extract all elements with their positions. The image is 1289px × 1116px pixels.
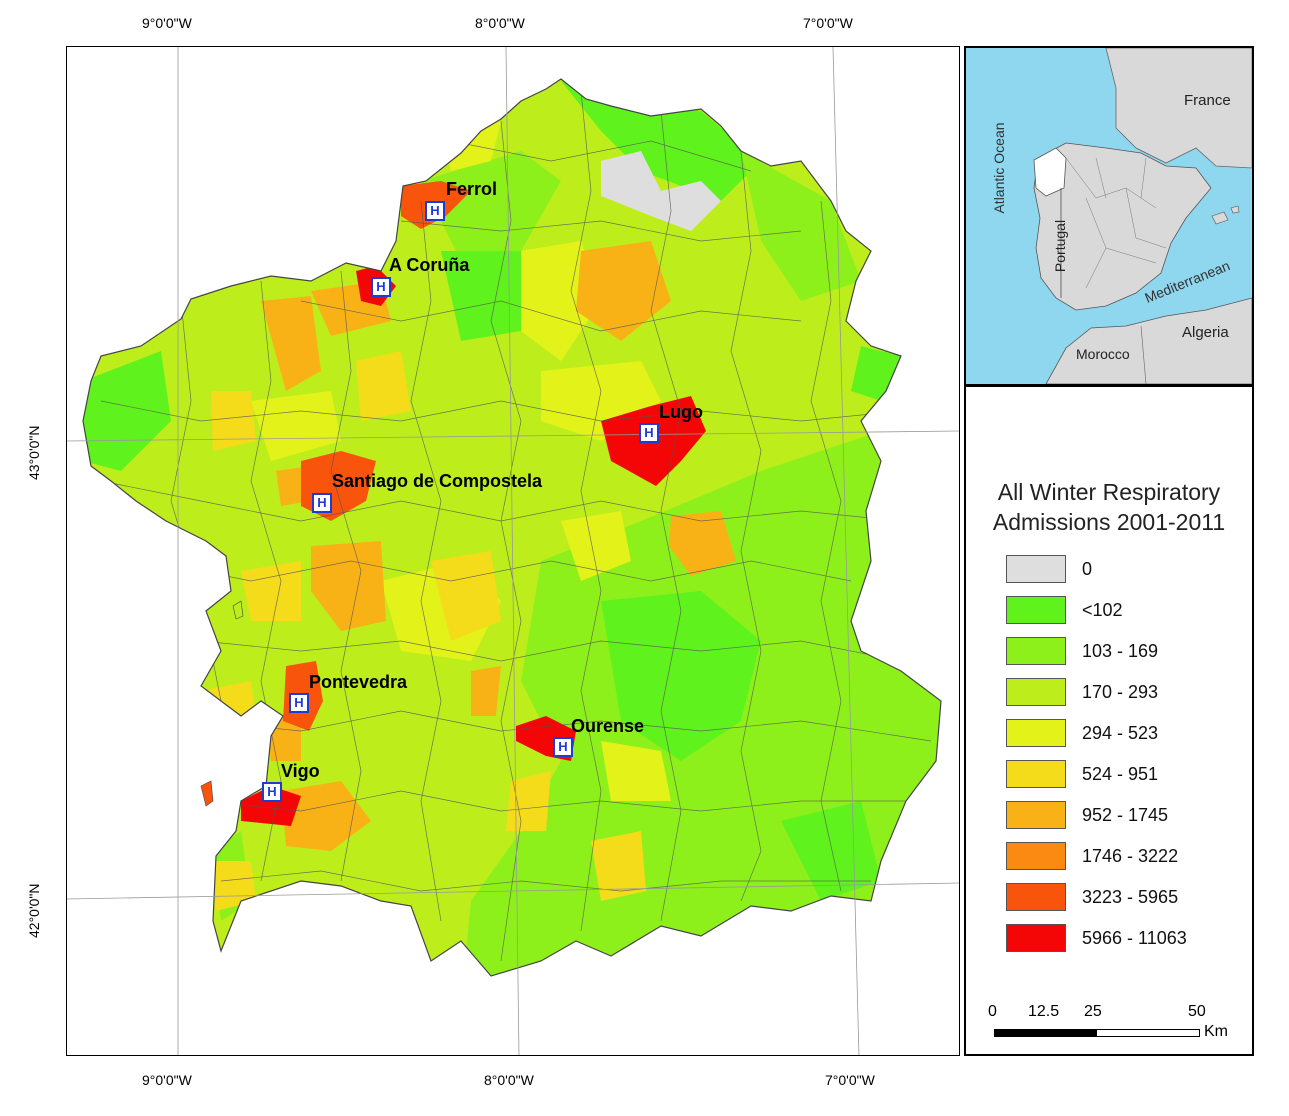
legend-panel: All Winter Respiratory Admissions 2001-2…: [964, 385, 1254, 1056]
coord-top-7w: 7°0'0"W: [803, 15, 853, 31]
island-arousa: [232, 600, 244, 620]
legend-row-2: 103 - 169: [1006, 636, 1158, 666]
legend-label: 3223 - 5965: [1082, 886, 1179, 907]
legend-swatch: [1006, 842, 1066, 870]
inset-map[interactable]: France Atlantic Ocean Portugal Mediterra…: [964, 46, 1254, 386]
coord-bottom-8w: 8°0'0"W: [484, 1072, 534, 1088]
legend-title-line1: All Winter Respiratory: [997, 479, 1221, 505]
coord-left-42n: 42°0'0"N: [26, 883, 42, 939]
iberia-inset-svg: [966, 48, 1252, 384]
legend-row-3: 170 - 293: [1006, 677, 1158, 707]
legend-swatch: [1006, 555, 1066, 583]
inset-label-portugal: Portugal: [1052, 219, 1068, 273]
scale-tick-12-5: 12.5: [1028, 1003, 1060, 1020]
legend-swatch: [1006, 924, 1066, 952]
city-label-coruna: A Coruña: [389, 255, 470, 275]
city-label-lugo: Lugo: [659, 402, 703, 422]
legend-row-4: 294 - 523: [1006, 718, 1158, 748]
legend-swatch: [1006, 596, 1066, 624]
coord-top-9w: 9°0'0"W: [142, 15, 192, 31]
galicia-coastline: [82, 78, 942, 977]
legend-swatch: [1006, 801, 1066, 829]
inset-label-france: France: [1184, 92, 1231, 109]
coord-top-8w: 8°0'0"W: [475, 15, 525, 31]
city-label-pontevedra: Pontevedra: [309, 672, 408, 692]
legend-swatch: [1006, 637, 1066, 665]
legend-row-8: 3223 - 5965: [1006, 882, 1178, 912]
hospital-icon-lugo[interactable]: H: [639, 423, 659, 443]
hospital-icon-pontevedra[interactable]: H: [289, 693, 309, 713]
coord-bottom-7w: 7°0'0"W: [825, 1072, 875, 1088]
legend-row-5: 524 - 951: [1006, 759, 1158, 789]
municipalities-layer: [83, 79, 941, 976]
city-label-ourense: Ourense: [571, 716, 645, 736]
legend-label: 1746 - 3222: [1082, 845, 1179, 866]
legend-label: 524 - 951: [1082, 763, 1159, 784]
inset-label-algeria: Algeria: [1182, 324, 1229, 341]
legend-swatch: [1006, 883, 1066, 911]
city-label-santiago: Santiago de Compostela: [332, 471, 543, 491]
coord-left-43n: 43°0'0"N: [26, 425, 42, 481]
hospital-icon-santiago[interactable]: H: [312, 493, 332, 513]
coord-bottom-9w: 9°0'0"W: [142, 1072, 192, 1088]
legend-label: 170 - 293: [1082, 681, 1159, 702]
inset-label-atlantic: Atlantic Ocean: [991, 122, 1007, 214]
hospital-icon-coruna[interactable]: H: [371, 277, 391, 297]
scale-tick-25: 25: [1084, 1003, 1102, 1020]
scale-tick-50: 50: [1188, 1003, 1206, 1020]
legend-swatch: [1006, 678, 1066, 706]
legend-title-line2: Admissions 2001-2011: [992, 509, 1226, 535]
hospital-icon-ourense[interactable]: H: [553, 737, 573, 757]
hospital-icon-ferrol[interactable]: H: [425, 201, 445, 221]
legend-row-0: 0: [1006, 554, 1092, 584]
legend-label: 294 - 523: [1082, 722, 1159, 743]
legend-label: 5966 - 11063: [1082, 927, 1187, 948]
legend-row-1: <102: [1006, 595, 1123, 625]
island-cies: [200, 780, 214, 807]
galicia-map-svg: [67, 47, 959, 1055]
legend-row-6: 952 - 1745: [1006, 800, 1168, 830]
legend-label: 0: [1082, 558, 1093, 579]
main-map[interactable]: H H H H H H H Ferrol A Coruña Lugo Santi…: [66, 46, 960, 1056]
graticule: [67, 47, 959, 1055]
legend-row-9: 5966 - 11063: [1006, 923, 1187, 953]
legend-label: 103 - 169: [1082, 640, 1159, 661]
scale-tick-0: 0: [988, 1003, 997, 1020]
scale-unit: Km: [1204, 1023, 1228, 1040]
legend-label: 952 - 1745: [1082, 804, 1169, 825]
legend-swatch: [1006, 719, 1066, 747]
hospital-icon-vigo[interactable]: H: [262, 782, 282, 802]
legend-swatch: [1006, 760, 1066, 788]
scale-bar: [994, 1029, 1200, 1037]
city-label-ferrol: Ferrol: [446, 179, 498, 199]
inset-label-morocco: Morocco: [1076, 346, 1130, 362]
legend-row-7: 1746 - 3222: [1006, 841, 1178, 871]
legend-label: <102: [1082, 599, 1123, 620]
city-label-vigo: Vigo: [281, 761, 320, 781]
